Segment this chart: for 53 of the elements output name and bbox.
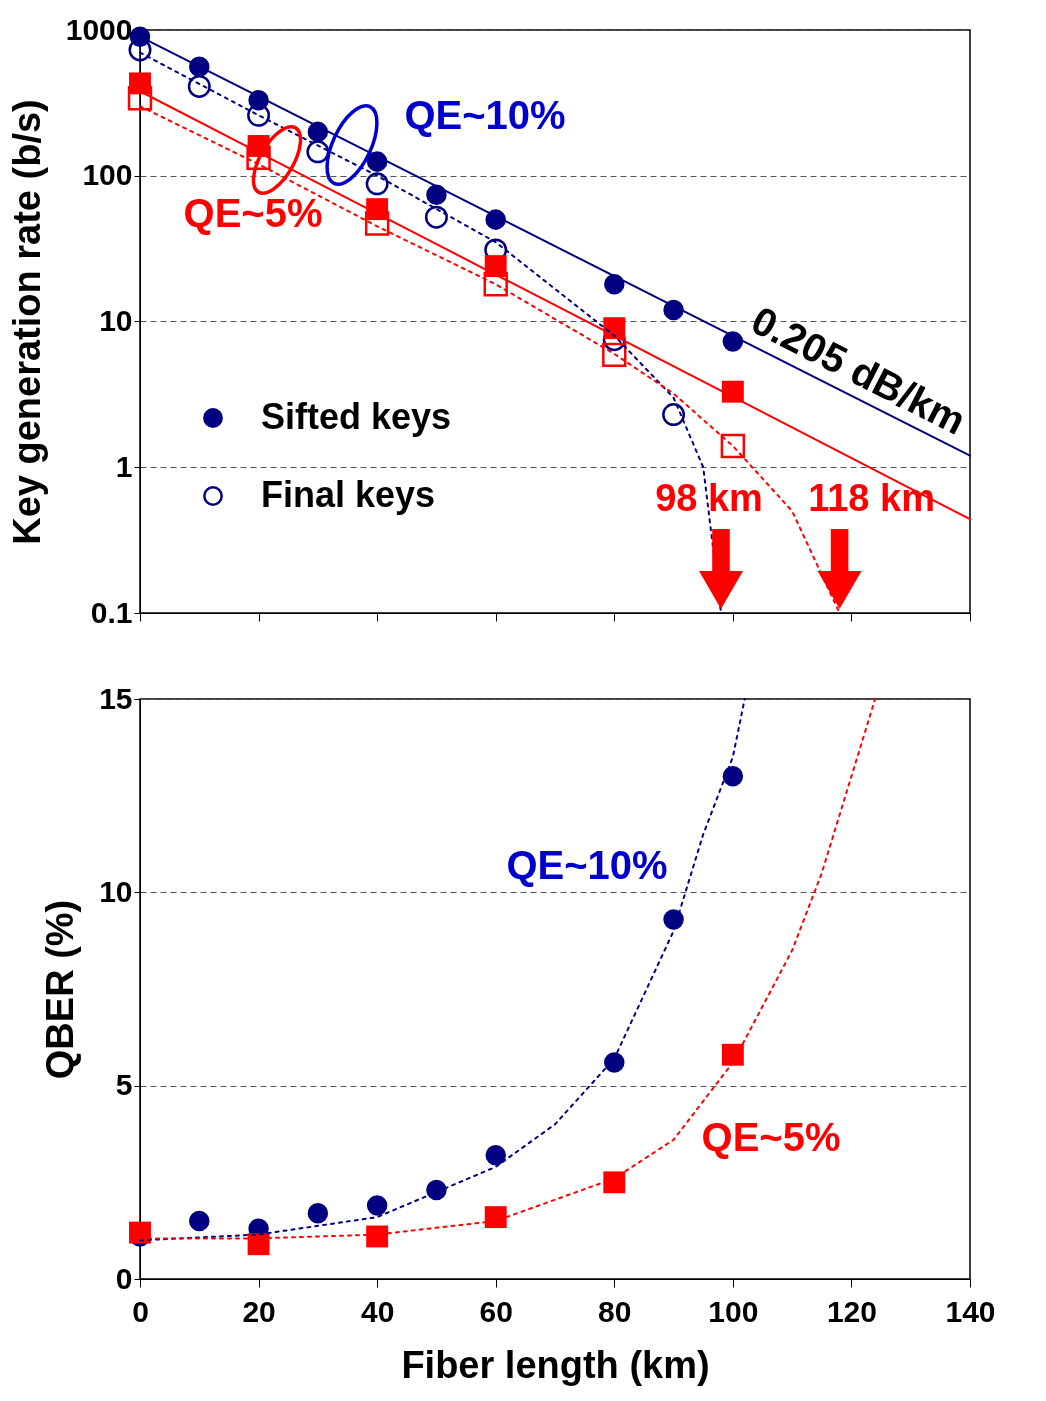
annotation: 98 km: [655, 477, 763, 519]
point: [189, 1210, 210, 1232]
y-tick-label: 0: [115, 1261, 133, 1295]
point: [187, 74, 211, 98]
point: [366, 1195, 388, 1216]
point: [603, 1171, 626, 1194]
x-tick-label: 60: [479, 1294, 513, 1328]
annotation: QE~10%: [404, 93, 566, 137]
x-tick-label: 40: [360, 1294, 395, 1328]
annotation: 118 km: [808, 477, 935, 519]
point: [604, 1052, 625, 1073]
point: [602, 342, 627, 368]
annotation: QE~5%: [183, 191, 323, 235]
point: [364, 211, 390, 236]
y-tick-label: 10: [99, 304, 133, 337]
legend-label: Sifted keys: [261, 396, 452, 437]
point: [484, 1206, 507, 1229]
x-tick-label: 140: [945, 1294, 996, 1328]
point: [366, 1225, 389, 1248]
x-tick-label: 100: [708, 1294, 759, 1328]
x-tick-label: 20: [242, 1294, 276, 1328]
point: [247, 103, 271, 127]
x-axis-title: Fiber length (km): [401, 1343, 710, 1386]
point: [247, 1233, 270, 1256]
point: [426, 1179, 447, 1201]
point: [307, 1203, 329, 1224]
point: [663, 909, 684, 930]
y-tick-label: 1: [115, 449, 133, 483]
point: [720, 433, 746, 459]
y-axis-title: Key generation rate (b/s): [5, 99, 48, 545]
y-axis-title: QBER (%): [39, 899, 82, 1080]
point: [485, 1145, 506, 1166]
y-tick-label: 0.1: [90, 595, 133, 629]
point: [426, 184, 447, 206]
point: [424, 205, 448, 229]
point: [604, 274, 625, 295]
point: [603, 317, 626, 340]
point: [722, 766, 744, 787]
point: [662, 403, 686, 426]
point: [127, 86, 153, 111]
point: [365, 172, 389, 196]
y-tick-label: 100: [82, 158, 133, 192]
legend-label: Final keys: [261, 474, 436, 515]
y-tick-label: 1000: [65, 12, 133, 46]
annotation: QE~5%: [701, 1115, 841, 1159]
x-tick-label: 120: [826, 1294, 877, 1328]
point: [721, 1043, 744, 1066]
annotation: QE~10%: [506, 843, 668, 887]
y-tick-label: 10: [99, 874, 133, 908]
y-tick-label: 15: [99, 681, 133, 715]
x-tick-label: 80: [598, 1294, 632, 1328]
y-tick-label: 5: [115, 1068, 133, 1102]
point: [721, 380, 744, 403]
